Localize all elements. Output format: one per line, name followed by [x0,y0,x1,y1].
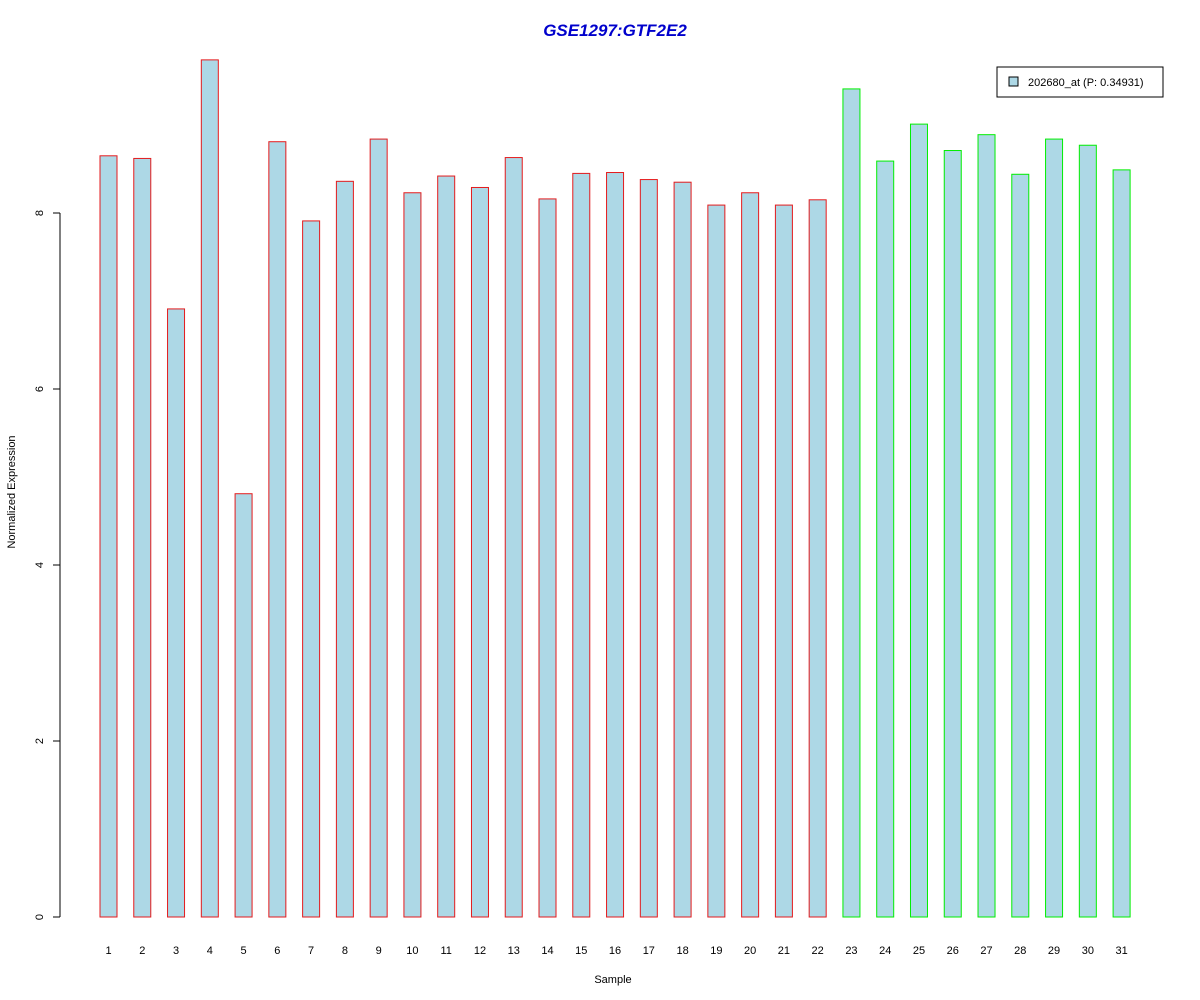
x-tick-label: 19 [710,945,722,957]
x-tick-label: 2 [139,945,145,957]
x-tick-label: 5 [241,945,247,957]
x-tick-label: 20 [744,945,756,957]
x-tick-label: 18 [676,945,688,957]
bar-sample-25 [909,123,928,918]
x-tick-label: 17 [643,945,655,957]
bar-sample-24 [876,160,895,918]
bar-sample-26 [943,150,962,918]
y-tick-label: 4 [34,562,46,568]
x-tick-label: 12 [474,945,486,957]
x-tick-label: 21 [778,945,790,957]
x-tick-label: 7 [308,945,314,957]
bar-sample-13 [504,157,523,918]
bar-sample-19 [707,204,726,918]
bar-sample-10 [403,192,422,918]
bar-sample-30 [1078,144,1097,918]
y-tick-label: 6 [34,386,46,392]
x-tick-label: 8 [342,945,348,957]
bar-sample-22 [808,199,827,918]
bar-sample-6 [268,141,287,918]
x-tick-label: 16 [609,945,621,957]
x-tick-label: 11 [440,945,451,957]
x-axis-label: Sample [594,974,631,986]
y-axis: 0 2 4 6 8 [34,210,61,920]
legend-label: 202680_at (P: 0.34931) [1028,77,1144,89]
x-tick-label: 3 [173,945,179,957]
x-tick-label: 6 [274,945,280,957]
bar-sample-18 [673,181,692,918]
x-tick-label: 9 [376,945,382,957]
x-tick-label: 30 [1082,945,1094,957]
bar-sample-7 [302,220,321,918]
bar-sample-31 [1112,169,1131,918]
bar-sample-14 [538,198,557,918]
bar-sample-21 [774,204,793,918]
x-tick-label: 4 [207,945,213,957]
x-tick-label: 10 [406,945,418,957]
chart-title: GSE1297:GTF2E2 [543,21,687,40]
x-tick-label: 25 [913,945,925,957]
bar-sample-20 [741,192,760,918]
legend-box [996,66,1164,98]
bar-sample-1 [99,155,118,918]
x-tick-label: 31 [1115,945,1127,957]
bar-sample-8 [335,180,354,918]
x-tick-label: 14 [541,945,553,957]
x-tick-label: 27 [980,945,992,957]
bar-sample-23 [842,88,861,918]
legend-swatch [1008,76,1019,87]
bar-sample-15 [572,172,591,918]
bar-sample-9 [369,138,388,918]
y-tick-label: 2 [34,738,46,744]
y-axis-label: Normalized Expression [6,435,18,548]
x-tick-label: 23 [845,945,857,957]
x-tick-label: 29 [1048,945,1060,957]
bar-sample-5 [234,493,253,918]
legend: 202680_at (P: 0.34931) [996,66,1164,98]
x-tick-label: 24 [879,945,891,957]
bar-sample-27 [977,134,996,918]
x-tick-label: 22 [812,945,824,957]
bar-sample-29 [1045,138,1064,918]
bar-sample-4 [200,59,219,918]
bar-sample-11 [437,175,456,918]
bar-sample-28 [1011,173,1030,918]
bar-sample-12 [470,186,489,918]
x-tick-labels: 1 2 3 4 5 6 7 8 9 10 11 12 13 14 15 16 17 18 19 20 21 22 23 24 2… [105,945,1127,957]
bars-group [99,59,1131,918]
x-tick-label: 1 [105,945,111,957]
bar-sample-16 [606,172,625,918]
y-tick-label: 0 [34,914,46,920]
x-tick-label: 13 [508,945,520,957]
bar-sample-3 [167,308,186,918]
bar-sample-17 [639,179,658,918]
y-tick-label: 8 [34,210,46,216]
x-tick-label: 15 [575,945,587,957]
x-tick-label: 28 [1014,945,1026,957]
bar-sample-2 [133,157,152,918]
x-tick-label: 26 [947,945,959,957]
